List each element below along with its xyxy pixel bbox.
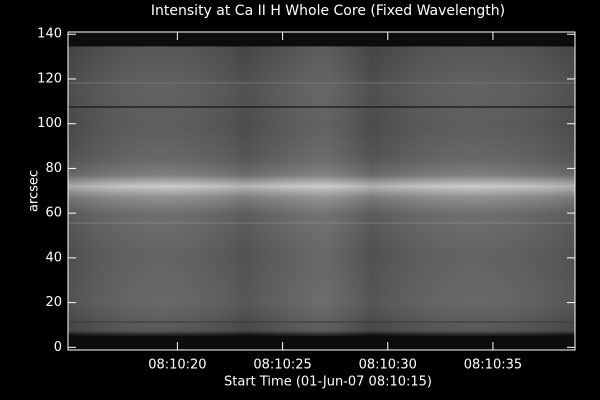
y-tick-label: 0 — [54, 340, 62, 355]
x-tick-label: 08:10:35 — [464, 358, 522, 373]
y-tick-label: 80 — [45, 161, 62, 176]
y-tick-label: 60 — [45, 206, 62, 221]
plot-frame — [67, 31, 576, 351]
y-tick-label: 20 — [45, 295, 62, 310]
y-tick-label: 120 — [37, 71, 62, 86]
image-streaks — [68, 46, 575, 336]
x-tick-label: 08:10:20 — [148, 358, 206, 373]
x-tick-label: 08:10:30 — [359, 358, 417, 373]
y-tick-label: 40 — [45, 250, 62, 265]
x-tick-label: 08:10:25 — [253, 358, 311, 373]
chart-title: Intensity at Ca II H Whole Core (Fixed W… — [151, 3, 505, 19]
y-tick-label: 140 — [37, 27, 62, 42]
x-axis-label: Start Time (01-Jun-07 08:10:15) — [224, 375, 432, 390]
y-tick-label: 100 — [37, 116, 62, 131]
y-axis-label: arcsec — [27, 170, 42, 212]
